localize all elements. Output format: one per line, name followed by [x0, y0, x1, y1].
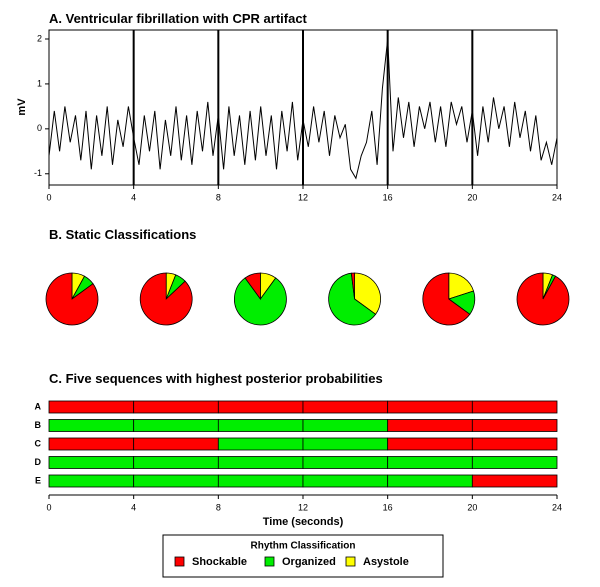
sequence-segment: [133, 474, 219, 488]
x-tick-label: 12: [298, 502, 308, 512]
pie-wedge: [234, 277, 287, 326]
sequence-segment: [217, 456, 304, 469]
x-tick-label: 24: [552, 502, 562, 512]
pie-wedge: [244, 272, 261, 301]
x-tick-label: 4: [131, 502, 136, 512]
panel-a-title: A. Ventricular fibrillation with CPR art…: [49, 11, 308, 26]
sequence-segment: [133, 437, 219, 451]
panel-b-title: B. Static Classifications: [49, 227, 196, 242]
pie-wedge: [328, 272, 377, 326]
x-tick-label: 24: [552, 192, 562, 202]
x-tick-label: 16: [383, 192, 393, 202]
sequence-segment: [217, 400, 304, 414]
pie-wedge: [422, 272, 471, 326]
y-axis-label: mV: [16, 98, 28, 116]
x-tick-label: 0: [46, 192, 51, 202]
x-tick-label: 12: [298, 192, 308, 202]
sequence-segment: [48, 437, 135, 451]
sequence-segment: [133, 456, 219, 469]
sequence-segment: [133, 400, 219, 414]
sequence-segment: [471, 419, 558, 432]
y-tick-label: -1: [34, 168, 42, 178]
sequence-segment: [217, 437, 304, 451]
x-axis-label: Time (seconds): [263, 516, 344, 528]
legend-swatch: [345, 556, 356, 567]
sequence-segment: [48, 400, 135, 414]
pie-wedge: [139, 272, 193, 326]
sequence-segment: [387, 474, 473, 488]
sequence-segment: [471, 474, 558, 488]
y-tick-label: 0: [37, 123, 42, 133]
legend-box: [162, 534, 444, 578]
sequence-segment: [302, 474, 389, 488]
x-tick-label: 8: [216, 192, 221, 202]
x-tick-label: 0: [46, 502, 51, 512]
y-tick-label: 2: [37, 33, 42, 43]
legend-swatch: [264, 556, 275, 567]
x-tick-label: 8: [216, 502, 221, 512]
x-tick-label: 16: [383, 502, 393, 512]
legend-label: Organized: [282, 556, 336, 568]
sequence-segment: [302, 456, 389, 469]
legend-label: Asystole: [363, 556, 409, 568]
legend-title: Rhythm Classification: [250, 541, 355, 552]
pie-wedge: [354, 272, 381, 315]
x-tick-label: 20: [467, 192, 477, 202]
sequence-segment: [48, 456, 135, 469]
ecg-line: [48, 38, 558, 180]
x-tick-label: 4: [131, 192, 136, 202]
legend-swatch: [174, 556, 185, 567]
legend-label: Shockable: [192, 556, 247, 568]
panel-c-title: C. Five sequences with highest posterior…: [49, 371, 383, 386]
row-label: A: [35, 401, 42, 411]
sequence-segment: [302, 400, 389, 414]
sequence-segment: [471, 437, 558, 451]
sequence-segment: [387, 400, 473, 414]
row-label: C: [35, 438, 42, 448]
y-tick-label: 1: [37, 78, 42, 88]
sequence-segment: [217, 474, 304, 488]
sequence-segment: [302, 437, 389, 451]
row-label: D: [35, 457, 42, 467]
sequence-segment: [387, 456, 473, 469]
x-tick-label: 20: [467, 502, 477, 512]
row-label: B: [35, 420, 42, 430]
sequence-segment: [302, 419, 389, 432]
pie-wedge: [45, 272, 99, 326]
sequence-segment: [48, 419, 135, 432]
sequence-segment: [471, 400, 558, 414]
sequence-segment: [471, 456, 558, 469]
pie-wedge: [516, 272, 570, 326]
row-label: E: [35, 475, 41, 485]
sequence-segment: [217, 419, 304, 432]
sequence-segment: [387, 419, 473, 432]
pie-wedge: [350, 272, 355, 300]
sequence-segment: [387, 437, 473, 451]
sequence-segment: [133, 419, 219, 432]
sequence-segment: [48, 474, 135, 488]
